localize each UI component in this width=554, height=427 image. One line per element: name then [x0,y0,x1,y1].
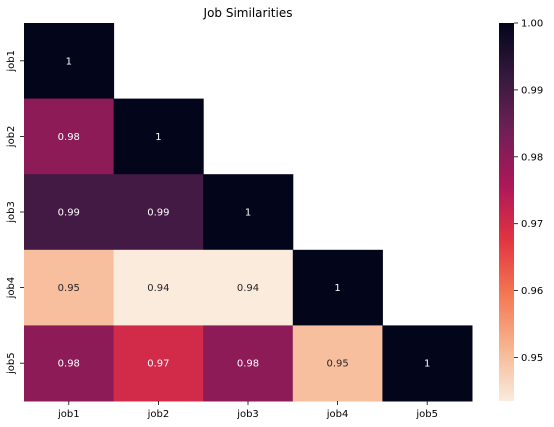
heatmap-cell [203,249,294,326]
x-tick-label: job1 [57,409,80,420]
colorbar: 0.95 0.96 0.97 0.98 0.99 1.00 [499,19,543,401]
colorbar-tick-label: 0.97 [521,219,543,230]
colorbar-tick-label: 0.99 [521,85,543,96]
y-tick-label: job3 [6,201,17,224]
heatmap-cell [24,174,115,251]
chart-title: Job Similarities [203,6,293,20]
colorbar-tick-label: 0.96 [521,286,543,297]
cell-label: 0.97 [147,359,169,370]
cell-label: 0.98 [237,359,259,370]
heatmap-cell [24,249,115,326]
cell-label: 1 [66,56,72,67]
x-tick-label: job4 [326,409,349,420]
y-tick-label: job5 [6,352,17,375]
heatmap-cell [292,325,383,402]
heatmap-cell [292,249,383,326]
heatmap-cells: 1 0.98 1 0.99 0.99 1 0.95 0.94 0.94 1 0.98 0.97 0.98… [24,23,473,402]
heatmap-cell [203,174,294,251]
y-axis: job1 job2 job3 job4 job5 [6,50,24,375]
heatmap-cell [113,325,204,402]
heatmap-cell [24,23,115,100]
colorbar-tick-label: 1.00 [521,19,543,30]
y-tick-label: job4 [6,277,17,300]
colorbar-gradient [499,23,514,401]
x-tick-label: job5 [415,409,438,420]
y-tick-label: job2 [6,126,17,149]
heatmap-cell [113,98,204,175]
cell-label: 0.94 [147,283,169,294]
cell-label: 0.99 [147,208,169,219]
colorbar-tick-label: 0.95 [521,353,543,364]
cell-label: 1 [424,359,430,370]
cell-label: 0.95 [326,359,348,370]
cell-label: 0.94 [237,283,259,294]
y-tick-label: job1 [6,50,17,73]
heatmap-cell [113,174,204,251]
cell-label: 0.99 [58,208,80,219]
heatmap-cell [203,325,294,402]
cell-label: 0.95 [58,283,80,294]
heatmap-cell [113,249,204,326]
cell-label: 1 [334,283,340,294]
cell-label: 1 [155,132,161,143]
x-axis: job1 job2 job3 job4 job5 [57,401,438,420]
x-tick-label: job3 [236,409,259,420]
heatmap-cell [382,325,473,402]
colorbar-tick-label: 0.98 [521,152,543,163]
x-tick-label: job2 [147,409,170,420]
cell-label: 0.98 [58,132,80,143]
heatmap-cell [24,325,115,402]
heatmap-cell [24,98,115,175]
cell-label: 0.98 [58,359,80,370]
cell-label: 1 [245,208,251,219]
